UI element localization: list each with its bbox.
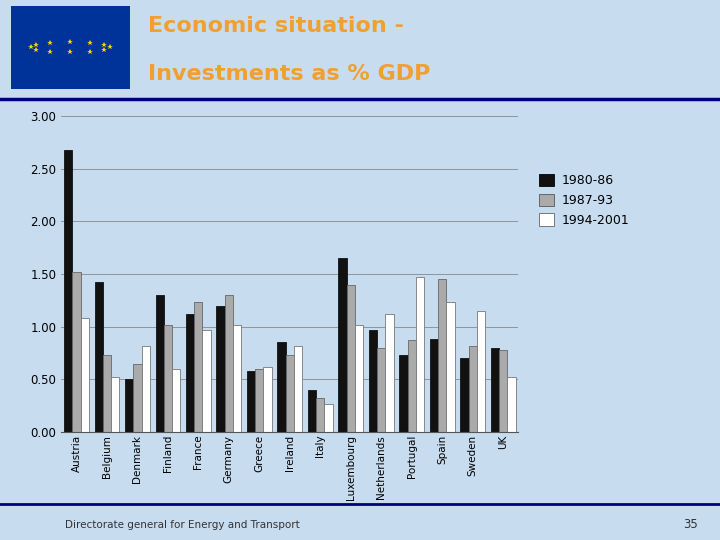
Bar (125, 379, 133, 432)
Text: Investments as % GDP: Investments as % GDP (148, 64, 430, 84)
Bar (111, 377, 120, 432)
Bar (294, 346, 302, 432)
Bar (217, 306, 225, 432)
Bar (163, 325, 172, 432)
Text: Directorate general for Energy and Transport: Directorate general for Energy and Trans… (65, 519, 300, 530)
Bar (308, 390, 316, 432)
Bar (255, 369, 264, 432)
Bar (416, 277, 424, 432)
Bar (377, 348, 385, 432)
Bar (316, 399, 325, 432)
Bar (247, 371, 255, 432)
Bar (430, 339, 438, 432)
Bar (194, 302, 202, 432)
Bar (508, 377, 516, 432)
Bar (72, 272, 81, 432)
Bar (103, 355, 111, 432)
Bar (142, 346, 150, 432)
Bar (460, 359, 469, 432)
Bar (385, 314, 394, 432)
Bar (11, 5, 130, 89)
Bar (438, 279, 446, 432)
Bar (133, 363, 142, 432)
Bar (369, 330, 377, 432)
Bar (172, 369, 180, 432)
Bar (202, 330, 211, 432)
Text: 35: 35 (684, 518, 698, 531)
Bar (325, 403, 333, 432)
Bar (225, 295, 233, 432)
Bar (94, 282, 103, 432)
Bar (264, 367, 271, 432)
Text: Economic situation -: Economic situation - (148, 16, 403, 37)
Bar (469, 346, 477, 432)
Legend: 1980-86, 1987-93, 1994-2001: 1980-86, 1987-93, 1994-2001 (539, 174, 629, 227)
Bar (64, 150, 72, 432)
Bar (355, 325, 363, 432)
Bar (408, 340, 416, 432)
Bar (477, 311, 485, 432)
Bar (233, 325, 241, 432)
Bar (277, 342, 286, 432)
Bar (499, 350, 508, 432)
Bar (286, 355, 294, 432)
Bar (81, 318, 89, 432)
Bar (338, 258, 346, 432)
Bar (346, 285, 355, 432)
Bar (186, 314, 194, 432)
Bar (446, 302, 454, 432)
Bar (156, 295, 163, 432)
Bar (491, 348, 499, 432)
Bar (400, 355, 408, 432)
